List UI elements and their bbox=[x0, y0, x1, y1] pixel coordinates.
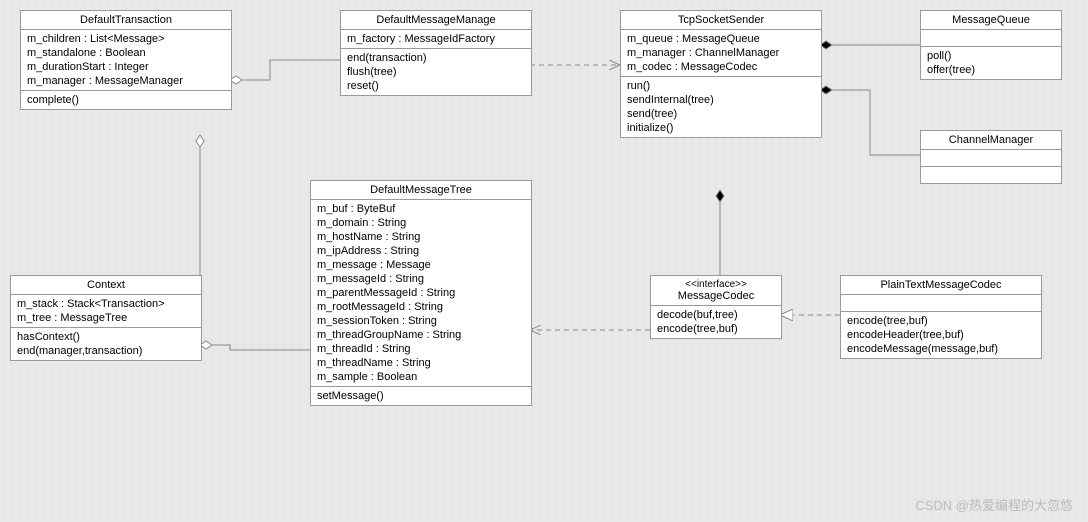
attr: m_tree : MessageTree bbox=[17, 311, 195, 325]
operations-section: hasContext() end(manager,transaction) bbox=[11, 328, 201, 360]
op: end(transaction) bbox=[347, 51, 525, 65]
operations-section: complete() bbox=[21, 91, 231, 109]
class-default-transaction: DefaultTransaction m_children : List<Mes… bbox=[20, 10, 232, 110]
class-tcp-socket-sender: TcpSocketSender m_queue : MessageQueue m… bbox=[620, 10, 822, 138]
op: reset() bbox=[347, 79, 525, 93]
attr: m_domain : String bbox=[317, 216, 525, 230]
attr: m_standalone : Boolean bbox=[27, 46, 225, 60]
op: decode(buf,tree) bbox=[657, 308, 775, 322]
op: sendInternal(tree) bbox=[627, 93, 815, 107]
class-title: ChannelManager bbox=[921, 131, 1061, 150]
operations-section: setMessage() bbox=[311, 387, 531, 405]
class-plain-text-message-codec: PlainTextMessageCodec encode(tree,buf) e… bbox=[840, 275, 1042, 359]
attributes-section bbox=[921, 30, 1061, 47]
attr: m_parentMessageId : String bbox=[317, 286, 525, 300]
attr: m_manager : MessageManager bbox=[27, 74, 225, 88]
attr: m_threadId : String bbox=[317, 342, 525, 356]
attributes-section: m_stack : Stack<Transaction> m_tree : Me… bbox=[11, 295, 201, 328]
op: poll() bbox=[927, 49, 1055, 63]
attributes-section: m_factory : MessageIdFactory bbox=[341, 30, 531, 49]
interface-message-codec: <<interface>> MessageCodec decode(buf,tr… bbox=[650, 275, 782, 339]
attributes-section: m_children : List<Message> m_standalone … bbox=[21, 30, 231, 91]
attr: m_sessionToken : String bbox=[317, 314, 525, 328]
class-title: TcpSocketSender bbox=[621, 11, 821, 30]
op: hasContext() bbox=[17, 330, 195, 344]
attr: m_children : List<Message> bbox=[27, 32, 225, 46]
operations-section: end(transaction) flush(tree) reset() bbox=[341, 49, 531, 95]
attributes-section: m_queue : MessageQueue m_manager : Chann… bbox=[621, 30, 821, 77]
class-title: MessageQueue bbox=[921, 11, 1061, 30]
class-title: Context bbox=[11, 276, 201, 295]
class-title: PlainTextMessageCodec bbox=[841, 276, 1041, 295]
attr: m_codec : MessageCodec bbox=[627, 60, 815, 74]
op: encodeMessage(message,buf) bbox=[847, 342, 1035, 356]
attr: m_queue : MessageQueue bbox=[627, 32, 815, 46]
class-channel-manager: ChannelManager bbox=[920, 130, 1062, 184]
stereotype: <<interface>> bbox=[657, 279, 775, 290]
operations-section: poll() offer(tree) bbox=[921, 47, 1061, 79]
op: encodeHeader(tree,buf) bbox=[847, 328, 1035, 342]
attr: m_manager : ChannelManager bbox=[627, 46, 815, 60]
attr: m_messageId : String bbox=[317, 272, 525, 286]
attr: m_ipAddress : String bbox=[317, 244, 525, 258]
attr: m_stack : Stack<Transaction> bbox=[17, 297, 195, 311]
op: setMessage() bbox=[317, 389, 525, 403]
attr: m_hostName : String bbox=[317, 230, 525, 244]
class-title: DefaultMessageManage bbox=[341, 11, 531, 30]
attr: m_buf : ByteBuf bbox=[317, 202, 525, 216]
op: flush(tree) bbox=[347, 65, 525, 79]
attr: m_sample : Boolean bbox=[317, 370, 525, 384]
attr: m_message : Message bbox=[317, 258, 525, 272]
attr: m_threadName : String bbox=[317, 356, 525, 370]
class-name: MessageCodec bbox=[657, 290, 775, 302]
attributes-section: m_buf : ByteBuf m_domain : String m_host… bbox=[311, 200, 531, 387]
attributes-section bbox=[841, 295, 1041, 312]
op: run() bbox=[627, 79, 815, 93]
op: encode(tree,buf) bbox=[847, 314, 1035, 328]
op: end(manager,transaction) bbox=[17, 344, 195, 358]
op: offer(tree) bbox=[927, 63, 1055, 77]
attr: m_threadGroupName : String bbox=[317, 328, 525, 342]
operations-section: encode(tree,buf) encodeHeader(tree,buf) … bbox=[841, 312, 1041, 358]
attributes-section bbox=[921, 150, 1061, 167]
class-message-queue: MessageQueue poll() offer(tree) bbox=[920, 10, 1062, 80]
class-title: DefaultMessageTree bbox=[311, 181, 531, 200]
watermark: CSDN @热爱编程的大忽悠 bbox=[915, 495, 1073, 514]
class-context: Context m_stack : Stack<Transaction> m_t… bbox=[10, 275, 202, 361]
class-default-message-tree: DefaultMessageTree m_buf : ByteBuf m_dom… bbox=[310, 180, 532, 406]
attr: m_durationStart : Integer bbox=[27, 60, 225, 74]
class-title: <<interface>> MessageCodec bbox=[651, 276, 781, 306]
class-default-message-manage: DefaultMessageManage m_factory : Message… bbox=[340, 10, 532, 96]
op: encode(tree,buf) bbox=[657, 322, 775, 336]
attr: m_rootMessageId : String bbox=[317, 300, 525, 314]
op: initialize() bbox=[627, 121, 815, 135]
op: send(tree) bbox=[627, 107, 815, 121]
op: complete() bbox=[27, 93, 225, 107]
operations-section: run() sendInternal(tree) send(tree) init… bbox=[621, 77, 821, 137]
operations-section: decode(buf,tree) encode(tree,buf) bbox=[651, 306, 781, 338]
class-title: DefaultTransaction bbox=[21, 11, 231, 30]
operations-section bbox=[921, 167, 1061, 183]
attr: m_factory : MessageIdFactory bbox=[347, 32, 525, 46]
